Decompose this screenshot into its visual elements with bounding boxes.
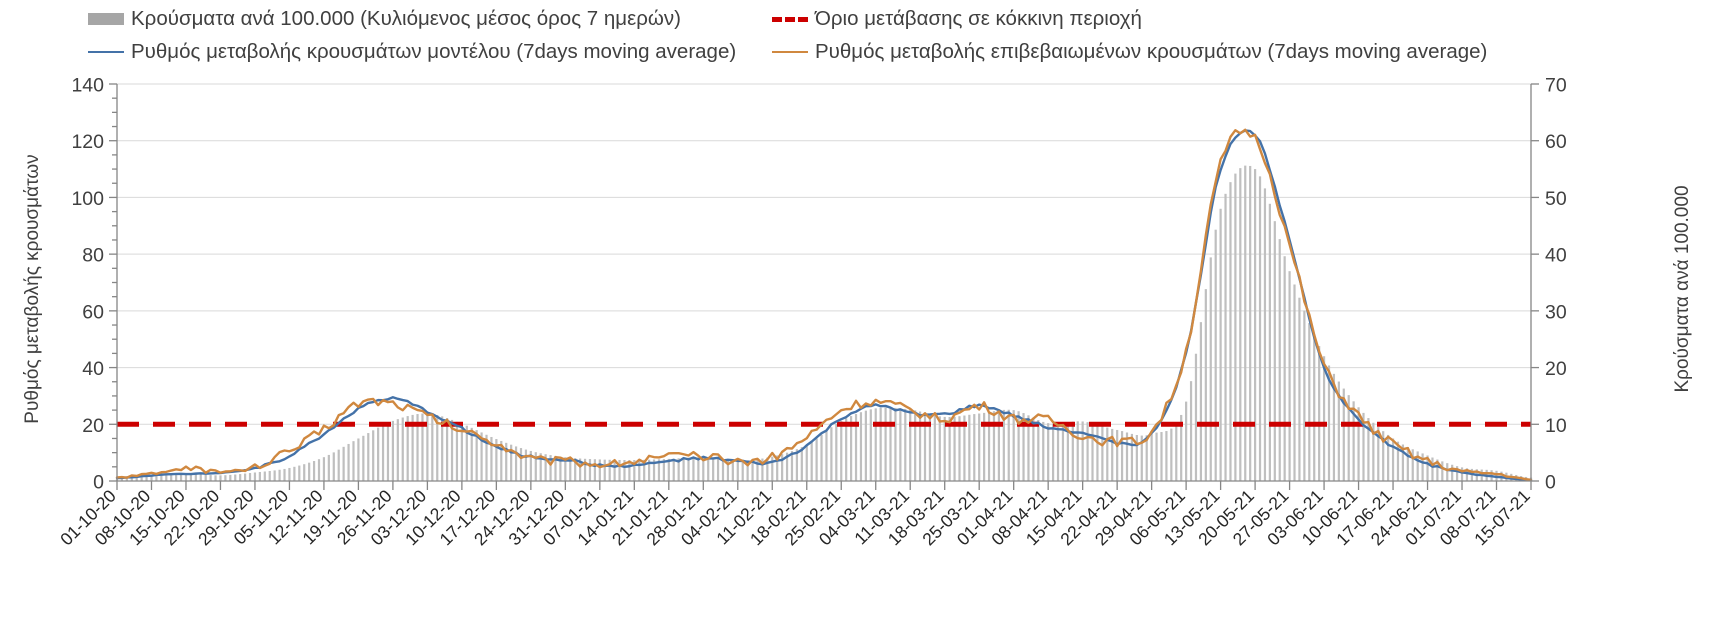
blue-line-swatch-icon	[88, 51, 124, 53]
svg-text:20: 20	[82, 415, 104, 437]
svg-text:120: 120	[71, 131, 104, 153]
x-axis: 01-10-2008-10-2015-10-2022-10-2029-10-20…	[56, 480, 1534, 549]
svg-text:10: 10	[1545, 415, 1567, 437]
svg-text:40: 40	[82, 358, 104, 380]
svg-text:20: 20	[1545, 358, 1567, 380]
svg-text:60: 60	[82, 301, 104, 323]
legend-label-red-zone-threshold: Όριο μετάβασης σε κόκκινη περιοχή	[815, 7, 1142, 30]
orange-line-swatch-icon	[772, 51, 808, 53]
legend-item-red-zone-threshold: Όριο μετάβασης σε κόκκινη περιοχή	[772, 8, 1142, 30]
right-axis: 0 10 20 30 40 50 60 70	[1530, 75, 1567, 494]
svg-text:50: 50	[1545, 188, 1567, 210]
svg-text:80: 80	[82, 245, 104, 267]
left-axis: 0 20 40 60 80 100 120 140	[71, 75, 118, 494]
svg-text:140: 140	[71, 75, 104, 97]
chart-legend: Κρούσματα ανά 100.000 (Κυλιόμενος μέσος …	[0, 0, 1712, 70]
legend-item-model-rate: Ρυθμός μεταβολής κρουσμάτων μοντέλου (7d…	[88, 41, 736, 63]
bar-series-cases	[115, 165, 1533, 482]
dashed-line-swatch-icon	[772, 16, 808, 22]
bar-swatch-icon	[88, 13, 124, 25]
svg-text:0: 0	[93, 472, 104, 494]
line-series-confirmed	[115, 128, 1533, 481]
legend-label-confirmed-rate: Ρυθμός μεταβολής επιβεβαιωμένων κρουσμάτ…	[815, 40, 1488, 63]
svg-text:0: 0	[1545, 472, 1556, 494]
svg-text:30: 30	[1545, 301, 1567, 323]
legend-item-cases-per-100k: Κρούσματα ανά 100.000 (Κυλιόμενος μέσος …	[88, 8, 681, 30]
svg-text:40: 40	[1545, 245, 1567, 267]
legend-item-confirmed-rate: Ρυθμός μεταβολής επιβεβαιωμένων κρουσμάτ…	[772, 41, 1487, 63]
svg-text:70: 70	[1545, 75, 1567, 97]
svg-text:100: 100	[71, 188, 104, 210]
svg-text:60: 60	[1545, 131, 1567, 153]
legend-label-model-rate: Ρυθμός μεταβολής κρουσμάτων μοντέλου (7d…	[131, 40, 737, 63]
legend-label-cases-per-100k: Κρούσματα ανά 100.000 (Κυλιόμενος μέσος …	[131, 7, 681, 30]
